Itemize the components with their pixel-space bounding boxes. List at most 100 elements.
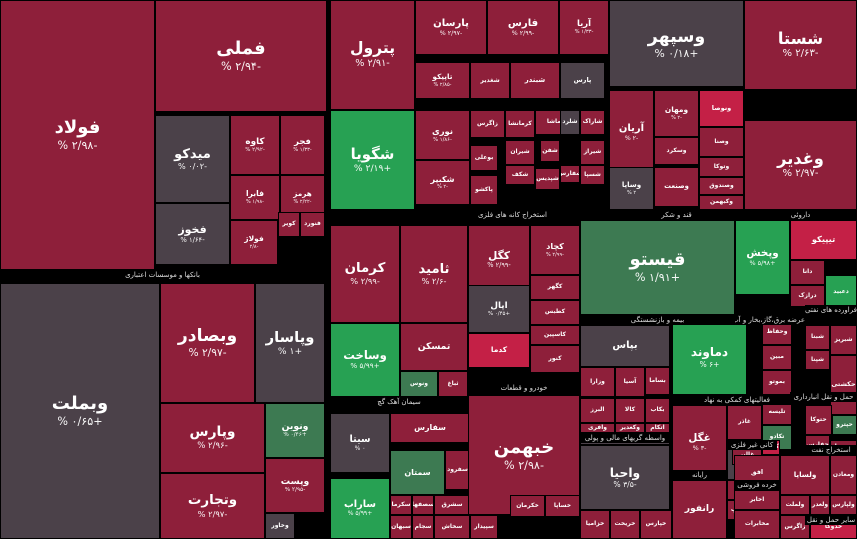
stock-tile-10-4[interactable]: ساراب +۵/۹۹ % bbox=[330, 478, 390, 539]
stock-tile-4-10[interactable]: وکبهمن bbox=[699, 195, 744, 210]
stock-tile-17-1[interactable]: اخابر bbox=[734, 490, 780, 510]
stock-tile-12-3[interactable]: بساما bbox=[645, 367, 670, 395]
stock-tile-4-0[interactable]: وسپهر +۰/۱۸ % bbox=[609, 0, 744, 87]
stock-tile-0-10[interactable]: فنورد bbox=[300, 212, 325, 237]
stock-tile-2-23[interactable]: شفارس bbox=[560, 165, 580, 183]
stock-tile-10-8[interactable]: سجام bbox=[412, 515, 434, 539]
stock-tile-1-5[interactable]: وتجارت -۲/۹۷ % bbox=[160, 473, 265, 539]
stock-tile-4-6[interactable]: وسکرد bbox=[654, 137, 699, 165]
stock-tile-1-1[interactable]: وبصادر -۲/۹۷ % bbox=[160, 283, 255, 403]
stock-tile-2-4[interactable]: آریا -۱/۳۳ % bbox=[559, 0, 609, 55]
stock-tile-13-2[interactable]: غاذر bbox=[727, 405, 762, 440]
stock-tile-8-2[interactable]: دانا bbox=[790, 260, 825, 285]
stock-tile-10-6[interactable]: سصفها bbox=[412, 495, 434, 515]
stock-tile-0-8[interactable]: فولاژ -۲/۸ bbox=[230, 220, 278, 265]
stock-tile-16-0[interactable]: واحیا -۳/۵ % bbox=[580, 445, 670, 510]
stock-tile-2-8[interactable]: پارس bbox=[560, 62, 605, 99]
stock-tile-12-1[interactable]: وزارا bbox=[580, 367, 615, 397]
stock-tile-11-5[interactable]: خپارس bbox=[640, 510, 672, 539]
stock-tile-10-7[interactable]: سبهان bbox=[390, 515, 412, 539]
stock-tile-15-3[interactable]: ولغدر bbox=[810, 495, 830, 515]
stock-tile-6-3[interactable]: اپال +۰/۴۵ % bbox=[468, 285, 530, 333]
stock-tile-4-4[interactable]: وصنا bbox=[699, 127, 744, 157]
stock-tile-2-13[interactable]: بوعلی bbox=[470, 145, 498, 171]
stock-tile-14-2[interactable]: حپترو bbox=[832, 415, 857, 435]
stock-tile-2-20[interactable]: شکف bbox=[505, 165, 535, 185]
stock-tile-2-22[interactable]: شلرد bbox=[560, 110, 580, 135]
stock-tile-12-4[interactable]: البرز bbox=[580, 398, 615, 423]
stock-tile-5-1[interactable]: وغدیر -۲/۹۷ % bbox=[744, 120, 857, 210]
stock-tile-10-2[interactable]: سمتان bbox=[390, 450, 445, 495]
stock-tile-13-0[interactable]: دماوند +۶ % bbox=[672, 320, 747, 395]
stock-tile-4-5[interactable]: وساپا ۲ % bbox=[609, 167, 654, 210]
stock-tile-6-6[interactable]: کطبس bbox=[530, 300, 580, 325]
stock-tile-1-7[interactable]: وخاور bbox=[265, 513, 295, 539]
stock-tile-1-3[interactable]: وپارس -۲/۹۶ % bbox=[160, 403, 265, 473]
stock-tile-4-1[interactable]: آریان -۲ % bbox=[609, 90, 654, 175]
stock-tile-0-5[interactable]: فابرا -۱/۹۸ % bbox=[230, 175, 280, 220]
stock-tile-0-4[interactable]: فجر -۱/۳۳ % bbox=[280, 115, 325, 175]
stock-tile-2-5[interactable]: تاپیکو -۲/۸۵ % bbox=[415, 62, 470, 99]
stock-tile-2-3[interactable]: فارس -۲/۹۹ % bbox=[487, 0, 559, 55]
stock-tile-2-0[interactable]: پترول -۲/۹۱ % bbox=[330, 0, 415, 110]
stock-tile-12-5[interactable]: کالا bbox=[615, 398, 645, 423]
stock-tile-10-0[interactable]: سیتا ۰ % bbox=[330, 413, 390, 473]
stock-tile-11-2[interactable]: خساپا bbox=[545, 495, 580, 517]
stock-tile-4-2[interactable]: ومهان -۲ % bbox=[654, 90, 699, 137]
stock-tile-0-0[interactable]: فولاد -۲/۹۸ % bbox=[0, 0, 155, 270]
stock-tile-6-1[interactable]: کچاد -۲/۹۹ % bbox=[530, 225, 580, 275]
stock-tile-14-1[interactable]: حتوکا bbox=[805, 405, 832, 435]
stock-tile-6-2[interactable]: کگهر bbox=[530, 275, 580, 300]
stock-tile-2-19[interactable]: شپدیس bbox=[535, 168, 560, 190]
stock-tile-10-3[interactable]: سفرود bbox=[445, 450, 470, 490]
stock-tile-3-0[interactable]: کرمان -۲/۹۹ % bbox=[330, 225, 400, 323]
stock-tile-1-6[interactable]: وپست -۲/۹۵ % bbox=[265, 458, 325, 513]
stock-tile-10-10[interactable]: سخاش bbox=[434, 515, 470, 539]
stock-tile-0-7[interactable]: فخوز -۱/۶۴ % bbox=[155, 203, 230, 265]
stock-tile-11-4[interactable]: خریخت bbox=[610, 510, 640, 539]
stock-tile-12-2[interactable]: آسیا bbox=[615, 367, 645, 397]
stock-tile-2-7[interactable]: شبندر bbox=[510, 62, 560, 99]
stock-tile-15-2[interactable]: ولملت bbox=[780, 495, 810, 515]
stock-tile-1-4[interactable]: ونوین +۰/۴۶ % bbox=[265, 403, 325, 458]
stock-tile-2-15[interactable]: شاراک bbox=[580, 110, 605, 135]
stock-tile-12-7[interactable]: وآفری bbox=[580, 423, 615, 433]
stock-tile-2-17[interactable]: شفن bbox=[540, 140, 560, 162]
stock-tile-2-1[interactable]: شگویا +۲/۱۹ % bbox=[330, 110, 415, 210]
stock-tile-0-9[interactable]: کویر bbox=[278, 212, 300, 237]
stock-tile-10-12[interactable]: سپیدار bbox=[470, 515, 498, 539]
stock-tile-2-11[interactable]: زاگرس bbox=[470, 110, 505, 138]
stock-tile-15-1[interactable]: ومعادن bbox=[830, 455, 857, 495]
stock-tile-15-5[interactable]: زاگرس bbox=[780, 515, 810, 539]
stock-tile-12-0[interactable]: بپاس bbox=[580, 325, 670, 367]
stock-tile-9-1[interactable]: شپنا bbox=[805, 350, 830, 370]
stock-tile-10-1[interactable]: سفارس bbox=[390, 413, 470, 443]
stock-tile-3-1[interactable]: ثامید -۲/۶ % bbox=[400, 225, 468, 323]
stock-tile-8-0[interactable]: وپخش +۵/۹۸ % bbox=[735, 220, 790, 295]
stock-tile-12-9[interactable]: اتکام bbox=[645, 423, 670, 433]
stock-tile-2-21[interactable]: شیراز bbox=[580, 140, 605, 165]
stock-tile-12-6[interactable]: بکاب bbox=[645, 398, 670, 423]
stock-tile-17-2[interactable]: مخابرات bbox=[734, 510, 780, 539]
stock-tile-14-0[interactable]: حکشتی bbox=[830, 355, 857, 415]
stock-tile-7-0[interactable]: قیستو +۱/۹۱ % bbox=[580, 220, 735, 315]
stock-tile-11-1[interactable]: خکرمان bbox=[510, 495, 545, 517]
stock-tile-9-0[interactable]: شبنا bbox=[805, 325, 830, 350]
stock-tile-2-2[interactable]: پارسان -۲/۹۷ % bbox=[415, 0, 487, 55]
stock-tile-4-7[interactable]: وتوکا bbox=[699, 157, 744, 177]
stock-tile-2-10[interactable]: شکبیر -۲ % bbox=[415, 160, 470, 205]
stock-tile-2-24[interactable]: شسپا bbox=[580, 165, 605, 185]
stock-tile-3-4[interactable]: ونوس bbox=[400, 371, 438, 397]
stock-tile-3-3[interactable]: تمسکن bbox=[400, 323, 468, 371]
stock-tile-8-1[interactable]: تیپیکو bbox=[790, 220, 857, 260]
stock-tile-6-7[interactable]: کاسپین bbox=[530, 325, 580, 345]
stock-tile-13-5[interactable]: مبین bbox=[762, 345, 792, 370]
stock-tile-9-2[interactable]: شبریز bbox=[830, 325, 857, 355]
stock-tile-11-3[interactable]: خزامیا bbox=[580, 510, 610, 539]
stock-tile-15-0[interactable]: ولساپا bbox=[780, 455, 830, 495]
stock-tile-10-9[interactable]: سشرق bbox=[434, 495, 470, 515]
stock-tile-0-2[interactable]: میدکو -۰/۰۲ % bbox=[155, 115, 230, 203]
stock-tile-16-1[interactable]: رانفور bbox=[672, 480, 727, 539]
stock-tile-4-3[interactable]: ونوصا bbox=[699, 90, 744, 127]
stock-tile-5-0[interactable]: شستا -۲/۶۳ % bbox=[744, 0, 857, 90]
